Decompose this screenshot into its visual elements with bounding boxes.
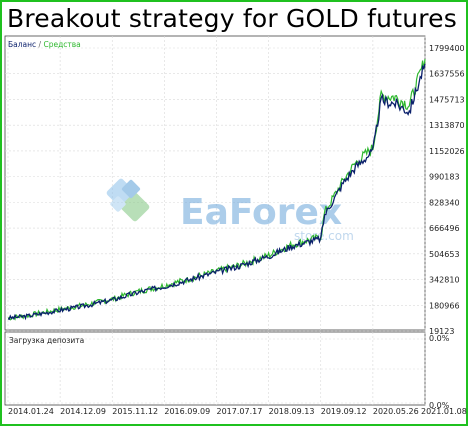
x-tick-label: 2016.09.09: [164, 407, 210, 416]
y-tick-label: 1799400: [429, 44, 465, 53]
y-tick-label: 1152026: [429, 147, 465, 156]
x-tick-label: 2020.05.26: [373, 407, 419, 416]
subchart-area: [4, 331, 426, 406]
y-tick-label: 504653: [429, 250, 460, 259]
x-tick-label: 2017.07.17: [217, 407, 263, 416]
y-tick-label: 1475713: [429, 95, 465, 104]
y-axis-labels: 19123 180966 342810 504653 666496 828340 99018…: [429, 44, 465, 336]
legend-separator: /: [36, 40, 43, 49]
x-tick-label: 2019.09.12: [321, 407, 367, 416]
legend: Баланс / Средства: [8, 40, 81, 49]
x-tick-label: 2014.01.24: [8, 407, 54, 416]
x-tick-label: 2021.01.08: [421, 407, 467, 416]
y-tick-label: 990183: [429, 173, 460, 182]
x-tick-label: 2015.11.12: [112, 407, 158, 416]
chart-title: Breakout strategy for GOLD futures: [6, 4, 457, 33]
y-tick-label: 342810: [429, 276, 460, 285]
x-tick-label: 2018.09.13: [269, 407, 315, 416]
grid-lines: [5, 36, 426, 332]
x-tick-label: 2014.12.09: [60, 407, 106, 416]
watermark-brand: EaForex: [180, 192, 342, 233]
watermark-logo: EaForex store.com: [106, 178, 354, 243]
x-axis-labels: 2014.01.24 2014.12.09 2015.11.12 2016.09.09…: [8, 407, 467, 416]
legend-balance: Баланс: [8, 40, 36, 49]
watermark-icon: [106, 178, 150, 222]
watermark-site: store.com: [294, 229, 354, 243]
subchart-label: Загрузка депозита: [9, 336, 84, 345]
series-line-balance: [7, 63, 426, 321]
y-tick-label: 180966: [429, 301, 460, 310]
legend-equity: Средства: [43, 40, 80, 49]
y-tick-label: 828340: [429, 198, 460, 207]
subchart-ytick-bottom: 0.0%: [429, 401, 450, 410]
y-tick-label: 19123: [429, 327, 454, 336]
subchart-grid: [5, 332, 426, 405]
subchart-ytick-top: 0.0%: [429, 334, 450, 343]
y-tick-label: 1313870: [429, 121, 465, 130]
y-tick-label: 666496: [429, 224, 460, 233]
y-tick-label: 1637556: [429, 70, 465, 79]
main-plot-area: [4, 35, 426, 331]
